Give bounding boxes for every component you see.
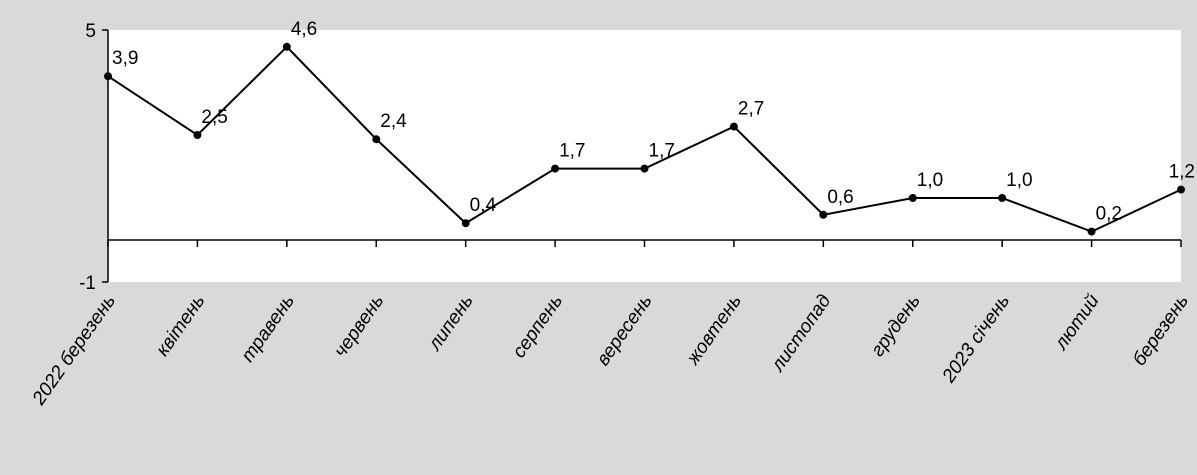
data-label: 1,0 — [1006, 170, 1032, 191]
y-tick-label: -1 — [79, 273, 96, 294]
data-label: 0,4 — [470, 195, 497, 216]
category-label: лютий — [1050, 290, 1104, 354]
data-label: 3,9 — [112, 48, 138, 69]
data-point — [1087, 227, 1096, 236]
y-tick-labels: 5 -1 — [79, 21, 96, 294]
data-label: 1,2 — [1169, 162, 1195, 183]
data-label: 1,7 — [559, 141, 585, 162]
data-point — [282, 42, 291, 51]
data-point — [104, 72, 112, 81]
data-point — [998, 194, 1007, 202]
category-labels: 2022 березень квітень травень червень липень… — [28, 290, 1193, 409]
category-label: травень — [237, 291, 299, 366]
data-point — [193, 131, 202, 139]
y-tick-label: 5 — [85, 21, 96, 42]
data-point — [1177, 185, 1185, 194]
data-label: 0,6 — [827, 187, 853, 208]
series-group: 3,9 2,5 4,6 2,4 0,4 1,7 1,7 2,7 0,6 1,0 1,0 0,2 1,2 — [104, 19, 1195, 236]
category-label: червень — [330, 291, 388, 362]
data-point — [819, 210, 828, 219]
data-label: 2,5 — [201, 107, 227, 128]
data-label: 2,7 — [738, 99, 764, 120]
category-label: липень — [424, 291, 478, 355]
category-label: серпень — [509, 291, 568, 362]
data-point — [461, 219, 470, 228]
category-label: листопад — [767, 291, 836, 376]
category-label: березень — [1129, 291, 1193, 370]
category-label: 2023 січень — [938, 291, 1014, 388]
category-label: жовтень — [682, 291, 746, 370]
category-label: грудень — [867, 291, 925, 361]
category-label: квітень — [152, 291, 209, 360]
data-point — [729, 122, 738, 131]
data-label: 2,4 — [380, 111, 407, 132]
category-label: вересень — [593, 291, 657, 370]
data-label: 4,6 — [291, 19, 317, 40]
data-point — [640, 164, 649, 173]
data-point — [908, 194, 917, 202]
axes — [102, 29, 1182, 283]
category-label: 2022 березень — [28, 291, 120, 410]
data-label: 1,7 — [649, 141, 675, 162]
data-point — [372, 135, 381, 144]
data-label: 1,0 — [917, 170, 943, 191]
data-point — [551, 164, 560, 173]
data-label: 0,2 — [1096, 204, 1122, 225]
